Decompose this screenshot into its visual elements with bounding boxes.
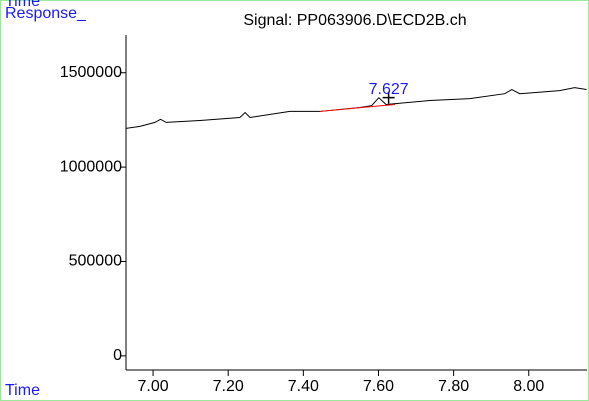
peak-label: 7.627 [369, 81, 409, 98]
y-axis-label: Response_ [5, 5, 87, 22]
baseline-line [319, 103, 396, 112]
y-tick-label: 1000000 [60, 158, 122, 175]
x-tick-label: 7.40 [288, 378, 319, 395]
y-tick-label: 500000 [69, 253, 122, 270]
chart-title: Signal: PP063906.D\ECD2B.ch [243, 12, 466, 29]
top-label: Time [5, 0, 40, 10]
x-axis-label: Time [5, 382, 40, 399]
x-tick-label: 7.00 [137, 378, 168, 395]
y-tick-label: 0 [113, 347, 122, 364]
x-tick-label: 8.00 [513, 378, 544, 395]
y-tick-label: 1500000 [60, 64, 122, 81]
peak-marker [382, 91, 395, 104]
x-tick-label: 7.20 [213, 378, 244, 395]
x-tick-label: 7.80 [438, 378, 469, 395]
x-tick-label: 7.60 [363, 378, 394, 395]
